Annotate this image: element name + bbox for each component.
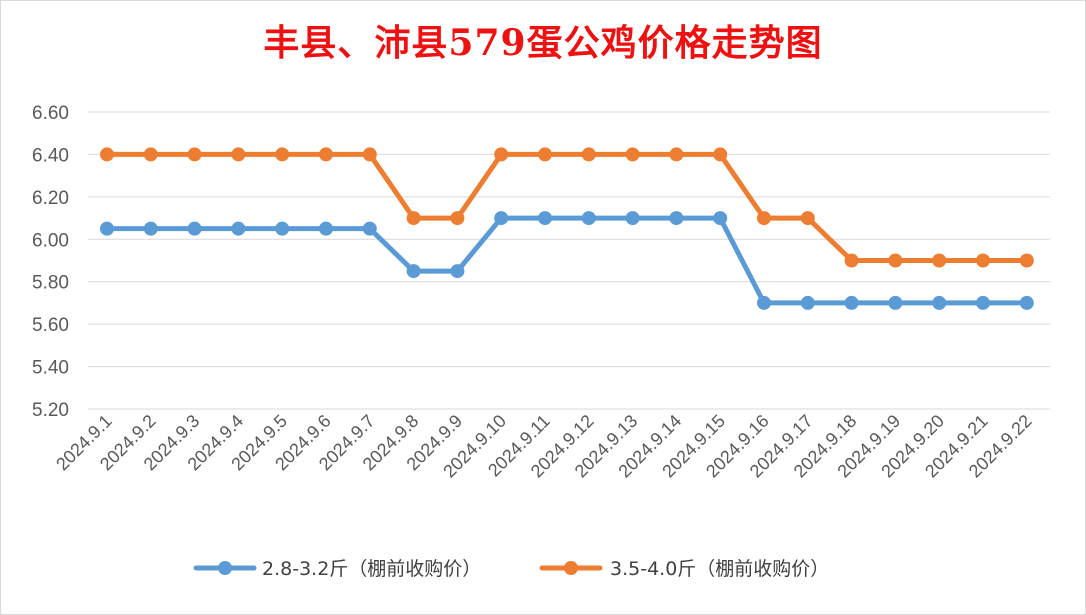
- y-tick-label: 6.20: [32, 188, 69, 209]
- y-tick-label: 6.00: [32, 230, 69, 251]
- data-point: [757, 211, 771, 226]
- data-point: [844, 253, 859, 268]
- y-tick-label: 6.40: [32, 145, 69, 166]
- data-point: [625, 147, 640, 162]
- data-point: [800, 211, 815, 226]
- data-point: [713, 147, 728, 162]
- data-point: [100, 221, 114, 236]
- data-point: [231, 147, 246, 162]
- data-point: [187, 221, 202, 236]
- series-line-1: [104, 215, 1030, 306]
- data-point: [581, 147, 596, 162]
- data-point: [888, 295, 903, 310]
- data-point: [450, 211, 465, 226]
- y-tick-label: 5.60: [32, 315, 69, 336]
- data-point: [362, 147, 377, 162]
- data-point: [494, 147, 509, 162]
- data-point: [494, 211, 509, 226]
- series-line-2: [104, 151, 1030, 263]
- legend-marker-2: [564, 561, 578, 575]
- data-point: [100, 147, 114, 162]
- legend-label-1: 2.8-3.2斤（棚前收购价）: [262, 558, 481, 580]
- data-point: [406, 264, 421, 279]
- data-point: [932, 253, 947, 268]
- data-point: [713, 211, 728, 226]
- data-point: [187, 147, 202, 162]
- data-point: [976, 295, 990, 310]
- y-tick-label: 5.80: [32, 273, 69, 294]
- chart-title: 丰县、沛县579蛋公鸡价格走势图: [263, 22, 823, 64]
- data-point: [538, 147, 552, 162]
- data-point: [976, 253, 990, 268]
- y-tick-label: 5.20: [32, 400, 69, 421]
- data-point: [669, 211, 684, 226]
- data-point: [231, 221, 246, 236]
- data-point: [450, 264, 465, 279]
- data-point: [800, 295, 815, 310]
- y-tick-label: 5.40: [32, 358, 69, 379]
- data-point: [888, 253, 903, 268]
- data-point: [143, 221, 158, 236]
- data-point: [538, 211, 552, 226]
- legend-marker-1: [218, 561, 232, 575]
- data-point: [1019, 253, 1034, 268]
- data-point: [362, 221, 377, 236]
- data-point: [932, 295, 947, 310]
- data-point: [757, 295, 771, 310]
- data-point: [275, 147, 290, 162]
- legend-label-2: 3.5-4.0斤（棚前收购价）: [610, 558, 829, 580]
- data-point: [581, 211, 596, 226]
- data-point: [319, 147, 333, 162]
- data-point: [669, 147, 684, 162]
- data-point: [1019, 295, 1034, 310]
- data-point: [275, 221, 290, 236]
- data-point: [625, 211, 640, 226]
- y-tick-label: 6.60: [32, 103, 69, 124]
- data-point: [406, 211, 421, 226]
- data-point: [143, 147, 158, 162]
- data-point: [844, 295, 859, 310]
- data-point: [319, 221, 333, 236]
